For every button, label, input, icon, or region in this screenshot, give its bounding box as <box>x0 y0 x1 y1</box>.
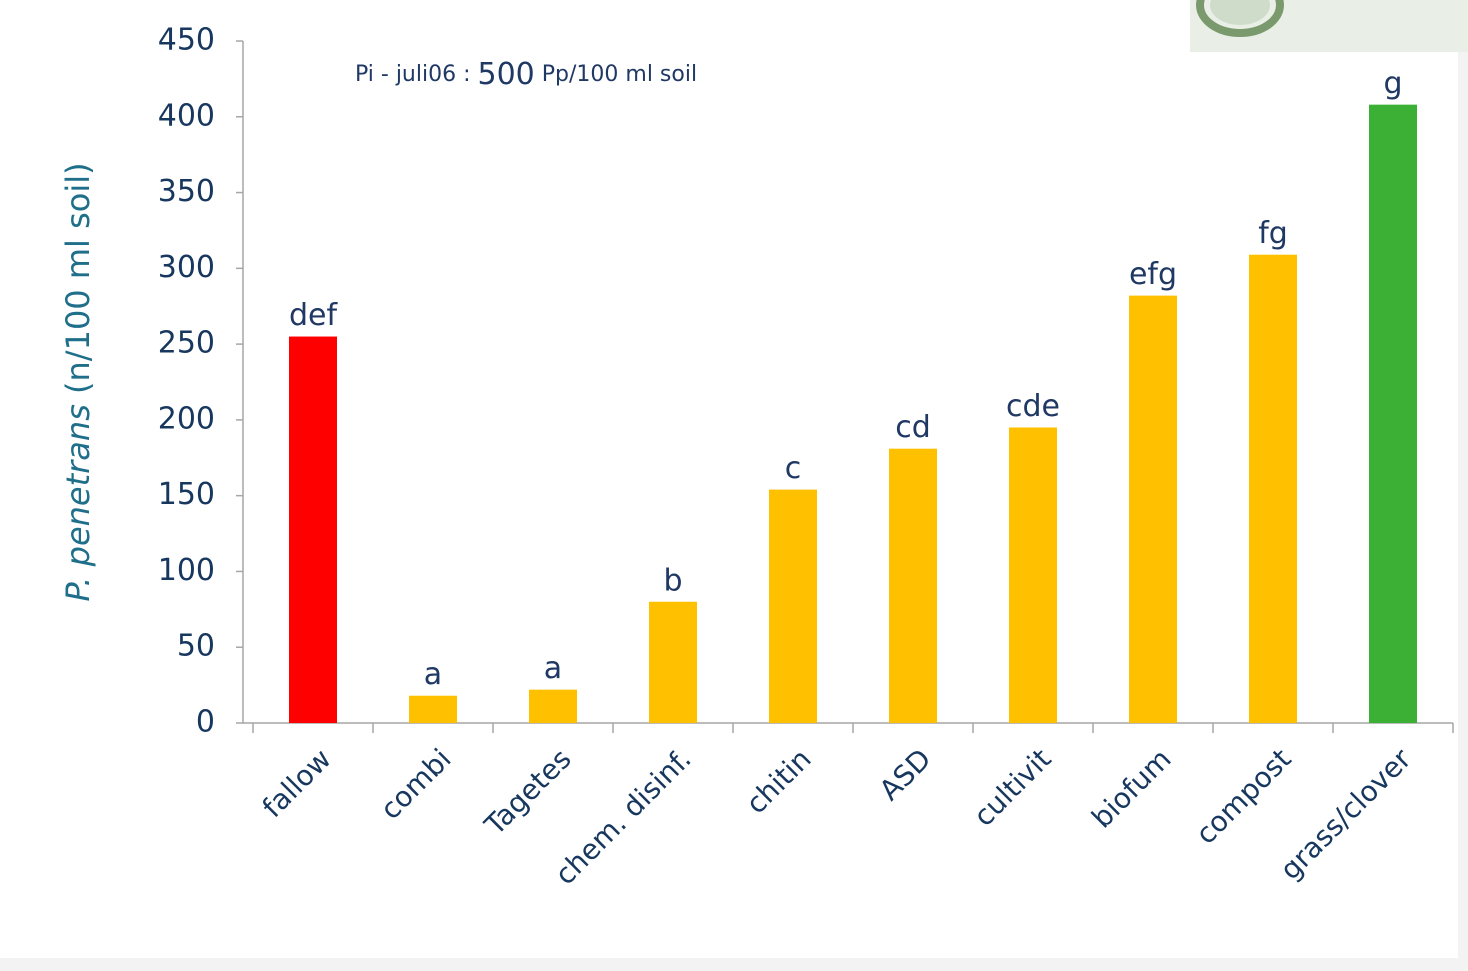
y-title-rest: (n/100 ml soil) <box>59 162 97 394</box>
y-tick-label: 0 <box>196 705 215 740</box>
significance-letter: g <box>1383 66 1402 101</box>
y-tick-label: 50 <box>177 629 215 664</box>
significance-letter: c <box>785 451 802 486</box>
significance-letter: a <box>424 657 442 692</box>
y-tick-label: 250 <box>158 326 215 361</box>
bar <box>1009 427 1057 723</box>
annotation-suffix: Pp/100 ml soil <box>542 62 697 87</box>
significance-letter: efg <box>1129 257 1177 292</box>
bar <box>529 689 577 723</box>
annotation-prefix: Pi - juli06 : <box>355 62 471 87</box>
y-tick-label: 450 <box>158 23 215 58</box>
significance-letter: cde <box>1006 389 1060 424</box>
photo-inner <box>1210 0 1270 25</box>
bar <box>289 336 337 723</box>
bar <box>649 601 697 723</box>
bar <box>409 695 457 723</box>
significance-letter: cd <box>895 410 931 445</box>
y-tick-label: 350 <box>158 174 215 209</box>
significance-letter: a <box>544 651 562 686</box>
bar <box>889 448 937 723</box>
significance-letter: def <box>289 298 339 333</box>
y-tick-label: 300 <box>158 250 215 285</box>
corner-photo <box>1190 0 1468 52</box>
bar <box>1249 254 1297 723</box>
significance-letter: fg <box>1258 216 1288 251</box>
y-axis-title: P. penetrans (n/100 ml soil) <box>59 162 97 601</box>
significance-letter: b <box>663 563 682 598</box>
bar <box>1369 104 1417 724</box>
photo-ring <box>1196 0 1284 37</box>
y-tick-label: 100 <box>158 553 215 588</box>
y-tick-label: 200 <box>158 401 215 436</box>
y-tick-label: 400 <box>158 98 215 133</box>
annotation-value: 500 <box>478 57 535 92</box>
bar <box>1129 295 1177 723</box>
y-title-italic: P. penetrans <box>59 404 97 601</box>
bar <box>769 489 817 723</box>
annotation: Pi - juli06 : 500 Pp/100 ml soil <box>355 57 697 92</box>
y-tick-label: 150 <box>158 477 215 512</box>
